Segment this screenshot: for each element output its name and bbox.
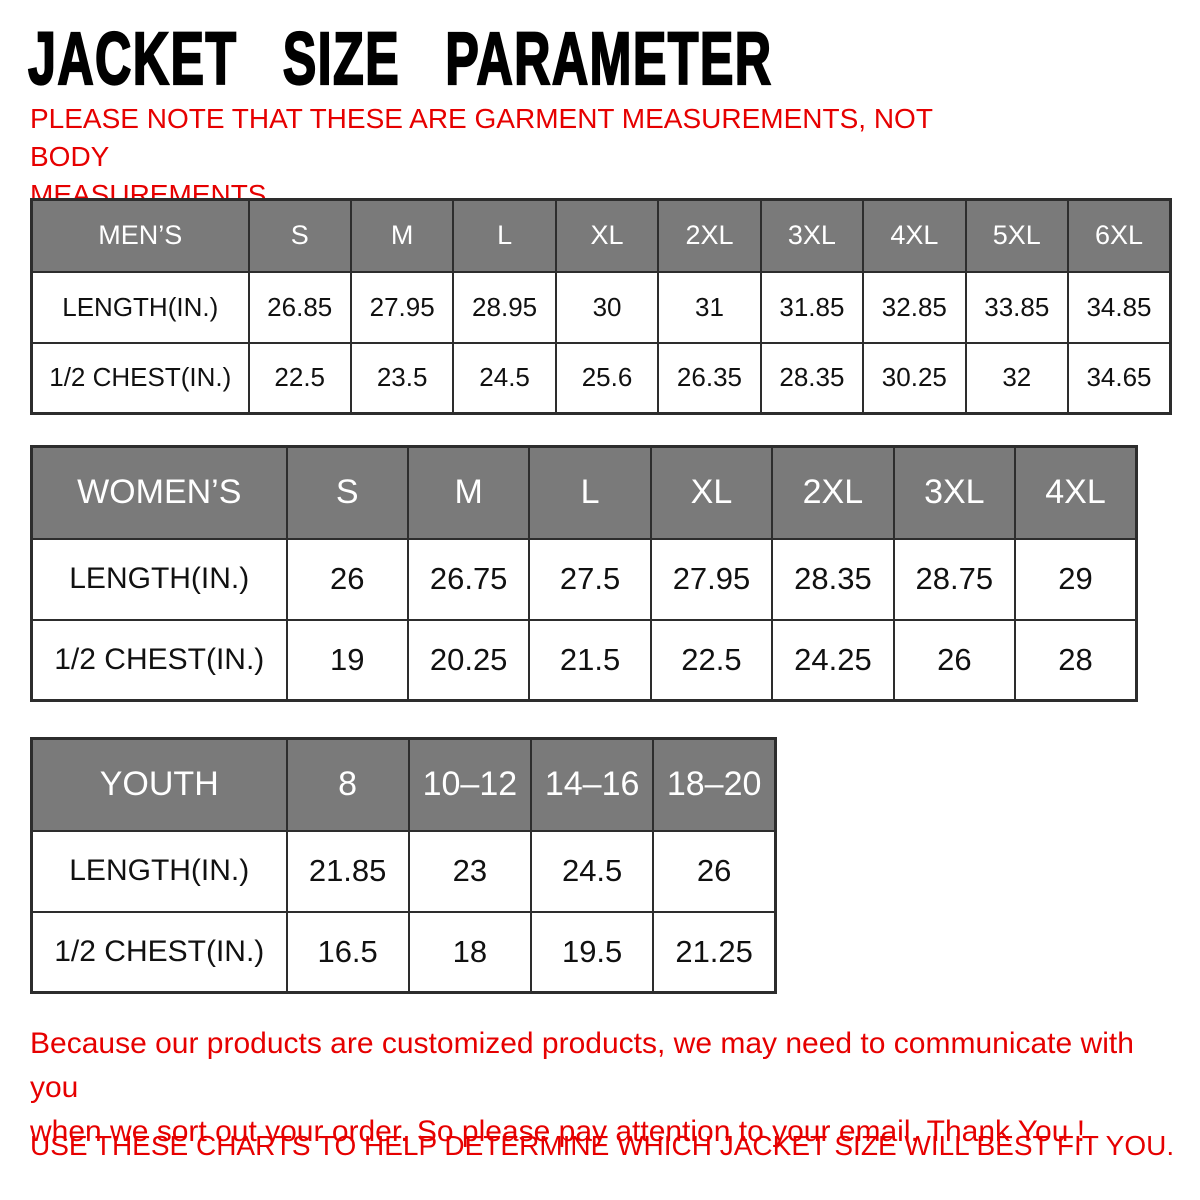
youth-size-header: 18–20 [652,737,777,832]
womens-table-row: LENGTH(IN.) 26 26.75 27.5 27.95 28.35 28.75 29 [30,537,1138,621]
youth-size-table: YOUTH 8 10–12 14–16 18–20 LENGTH(IN.) 21.85 23 2… [30,737,777,994]
womens-value-cell: 29 [1014,537,1138,621]
mens-size-header: 5XL [964,198,1070,273]
youth-size-header: 10–12 [407,737,533,832]
customization-notice-line-1: Because our products are customized prod… [30,1027,1134,1104]
mens-value-cell: 27.95 [349,270,455,344]
womens-size-header: 4XL [1014,445,1138,540]
mens-table-row: LENGTH(IN.) 26.85 27.95 28.95 30 31 31.85 32.85… [30,270,1172,344]
mens-value-cell: 28.95 [452,270,557,344]
page-title: JACKET SIZE PARAMETER [27,16,773,101]
womens-value-cell: 28.75 [892,537,1017,621]
mens-value-cell: 26.35 [657,341,762,415]
womens-value-cell: 19 [285,618,409,702]
mens-size-header: S [247,198,352,273]
womens-size-header: L [528,445,652,540]
youth-row-label: 1/2 CHEST(IN.) [30,910,288,994]
womens-size-header: 3XL [892,445,1017,540]
mens-value-cell: 26.85 [247,270,352,344]
womens-size-header: XL [649,445,774,540]
mens-value-cell: 23.5 [349,341,455,415]
womens-value-cell: 27.5 [528,537,652,621]
mens-size-table: MEN’S S M L XL 2XL 3XL 4XL 5XL 6XL LENGTH(IN.) 26.8… [30,198,1172,415]
youth-table-row: 1/2 CHEST(IN.) 16.5 18 19.5 21.25 [30,910,777,994]
youth-size-header: 8 [285,737,410,832]
mens-value-cell: 31.85 [759,270,865,344]
mens-value-cell: 28.35 [759,341,865,415]
garment-measurement-note: PLEASE NOTE THAT THESE ARE GARMENT MEASU… [30,100,990,214]
womens-value-cell: 28.35 [771,537,895,621]
womens-value-cell: 20.25 [406,618,531,702]
youth-value-cell: 24.5 [529,829,655,913]
mens-size-header: 2XL [657,198,762,273]
note-line-1: PLEASE NOTE THAT THESE ARE GARMENT MEASU… [30,103,933,172]
youth-value-cell: 23 [407,829,533,913]
mens-group-label: MEN’S [30,198,250,273]
womens-size-header: M [406,445,531,540]
womens-value-cell: 26 [892,618,1017,702]
womens-row-label: LENGTH(IN.) [30,537,288,621]
mens-table-row: 1/2 CHEST(IN.) 22.5 23.5 24.5 25.6 26.35 28.35… [30,341,1172,415]
mens-value-cell: 22.5 [247,341,352,415]
womens-table-row: 1/2 CHEST(IN.) 19 20.25 21.5 22.5 24.25 26 28 [30,618,1138,702]
mens-value-cell: 32 [964,341,1070,415]
womens-value-cell: 26.75 [406,537,531,621]
customization-notice-line-2: when we sort out your order. So please p… [30,1115,1086,1148]
mens-size-table-wrap: MEN’S S M L XL 2XL 3XL 4XL 5XL 6XL LENGTH(IN.) 26.8… [30,198,1172,415]
mens-value-cell: 30.25 [862,341,967,415]
womens-size-header: 2XL [771,445,895,540]
youth-value-cell: 18 [407,910,533,994]
womens-value-cell: 28 [1014,618,1138,702]
mens-size-header: M [349,198,455,273]
youth-value-cell: 19.5 [529,910,655,994]
mens-row-label: LENGTH(IN.) [30,270,250,344]
womens-size-table: WOMEN’S S M L XL 2XL 3XL 4XL LENGTH(IN.) 26 26.75 2… [30,445,1138,702]
womens-size-table-wrap: WOMEN’S S M L XL 2XL 3XL 4XL LENGTH(IN.) 26 26.75 2… [30,445,1138,702]
mens-size-header: L [452,198,557,273]
mens-value-cell: 34.65 [1067,341,1172,415]
mens-value-cell: 34.85 [1067,270,1172,344]
chart-usage-note: USE THESE CHARTS TO HELP DETERMINE WHICH… [30,1130,1175,1161]
womens-size-header: S [285,445,409,540]
mens-value-cell: 24.5 [452,341,557,415]
mens-size-header: XL [554,198,660,273]
customization-notice: Because our products are customized prod… [30,1022,1190,1154]
youth-value-cell: 21.85 [285,829,410,913]
mens-row-label: 1/2 CHEST(IN.) [30,341,250,415]
youth-row-label: LENGTH(IN.) [30,829,288,913]
womens-value-cell: 27.95 [649,537,774,621]
mens-size-header: 3XL [759,198,865,273]
womens-value-cell: 21.5 [528,618,652,702]
womens-row-label: 1/2 CHEST(IN.) [30,618,288,702]
mens-size-header: 6XL [1067,198,1172,273]
mens-value-cell: 33.85 [964,270,1070,344]
youth-value-cell: 26 [652,829,777,913]
womens-value-cell: 22.5 [649,618,774,702]
youth-table-row: LENGTH(IN.) 21.85 23 24.5 26 [30,829,777,913]
mens-value-cell: 30 [554,270,660,344]
womens-group-label: WOMEN’S [30,445,288,540]
mens-value-cell: 32.85 [862,270,967,344]
youth-size-header: 14–16 [529,737,655,832]
youth-group-label: YOUTH [30,737,288,832]
youth-size-table-wrap: YOUTH 8 10–12 14–16 18–20 LENGTH(IN.) 21.85 23 2… [30,737,777,994]
womens-value-cell: 24.25 [771,618,895,702]
mens-size-header: 4XL [862,198,967,273]
youth-value-cell: 16.5 [285,910,410,994]
youth-value-cell: 21.25 [652,910,777,994]
mens-value-cell: 31 [657,270,762,344]
womens-value-cell: 26 [285,537,409,621]
mens-value-cell: 25.6 [554,341,660,415]
